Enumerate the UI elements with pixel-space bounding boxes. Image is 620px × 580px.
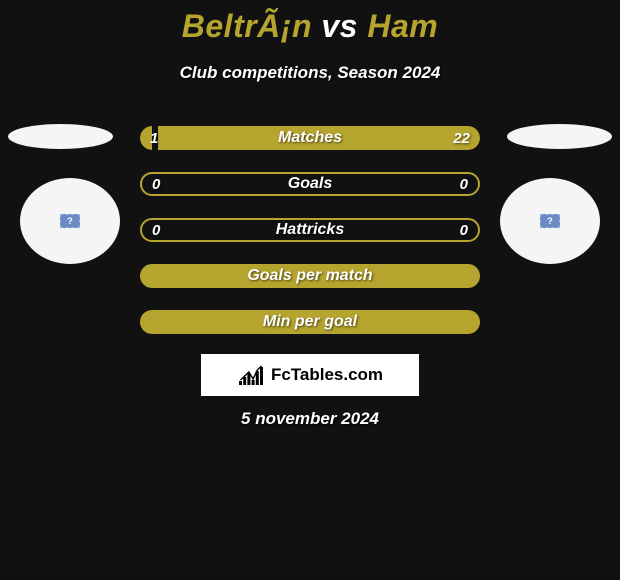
stat-left-val: 0 <box>142 174 170 194</box>
player2-name: Ham <box>367 8 438 44</box>
stat-label: Goals per match <box>140 264 480 288</box>
date-text: 5 november 2024 <box>0 409 620 429</box>
stat-row: Min per goal <box>140 310 480 334</box>
stat-label: Min per goal <box>140 310 480 334</box>
flag-left <box>8 124 113 149</box>
stat-right-val: 0 <box>450 174 478 194</box>
stat-left-val: 0 <box>142 220 170 240</box>
player1-name: BeltrÃ¡n <box>182 8 312 44</box>
unknown-club-icon <box>540 214 560 228</box>
stat-row: 0 0Goals <box>140 172 480 196</box>
unknown-club-icon <box>60 214 80 228</box>
stat-right-val: 0 <box>450 220 478 240</box>
stat-left-val: 1 <box>140 126 168 150</box>
stat-bars: 122Matches00Goals00HattricksGoals per ma… <box>140 126 480 356</box>
club-badge-left <box>20 178 120 264</box>
stat-row: Goals per match <box>140 264 480 288</box>
comparison-card: BeltrÃ¡n vs Ham Club competitions, Seaso… <box>0 0 620 580</box>
stat-label: Goals <box>142 174 478 194</box>
flag-right <box>507 124 612 149</box>
brand-text: FcTables.com <box>271 365 383 385</box>
stat-row: 122Matches <box>140 126 480 150</box>
stat-right-val: 22 <box>443 126 480 150</box>
club-badge-right <box>500 178 600 264</box>
bars-icon <box>237 363 265 387</box>
stat-label: Hattricks <box>142 220 478 240</box>
vs-text: vs <box>321 8 358 44</box>
page-title: BeltrÃ¡n vs Ham <box>0 0 620 45</box>
bar-seg-right <box>158 126 480 150</box>
brand-badge: FcTables.com <box>201 354 419 396</box>
subtitle: Club competitions, Season 2024 <box>0 63 620 83</box>
stat-row: 0 0Hattricks <box>140 218 480 242</box>
